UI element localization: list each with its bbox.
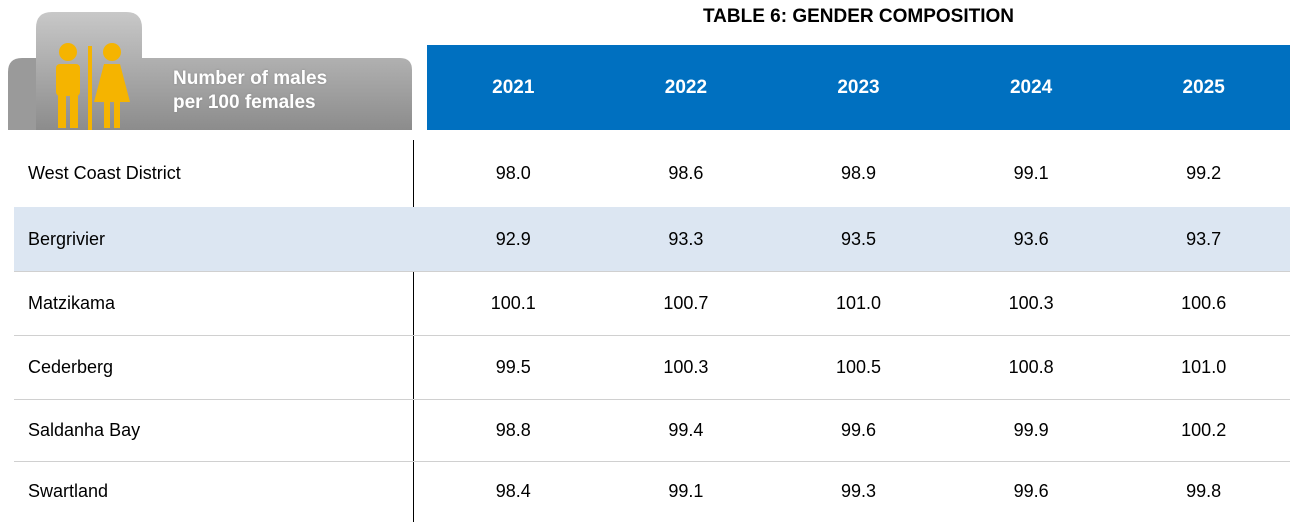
table-cell: 99.3 bbox=[840, 481, 876, 501]
column-header: 2024 bbox=[1009, 77, 1053, 98]
table-cell: 100.8 bbox=[1008, 357, 1054, 377]
column-divider bbox=[413, 140, 414, 522]
column-header: 2025 bbox=[1182, 77, 1225, 98]
table-row: Cederberg 99.5 100.3 100.5 100.8 101.0 bbox=[14, 335, 1290, 400]
table-cell: 100.5 bbox=[835, 357, 881, 377]
table-cell: 99.8 bbox=[1186, 481, 1222, 501]
table-cell: 99.1 bbox=[1013, 163, 1049, 183]
row-label: Saldanha Bay bbox=[28, 420, 141, 440]
table-cell: 99.1 bbox=[668, 481, 704, 501]
table-cell: 99.6 bbox=[840, 420, 876, 440]
table-cell: 100.1 bbox=[490, 293, 536, 313]
table-cell: 101.0 bbox=[1181, 357, 1227, 377]
table-cell: 100.2 bbox=[1181, 420, 1227, 440]
table-cell: 100.7 bbox=[663, 293, 709, 313]
table-cell: 93.3 bbox=[668, 229, 704, 249]
row-label: Matzikama bbox=[28, 293, 116, 313]
table-cell: 99.5 bbox=[495, 357, 531, 377]
table-cell: 99.4 bbox=[668, 420, 704, 440]
table-cell: 93.7 bbox=[1186, 229, 1222, 249]
table-row: Swartland 98.4 99.1 99.3 99.6 99.8 bbox=[14, 461, 1290, 522]
table-cell: 100.6 bbox=[1181, 293, 1227, 313]
column-header: 2023 bbox=[837, 77, 880, 98]
table-cell: 98.4 bbox=[495, 481, 531, 501]
table-title: TABLE 6: GENDER COMPOSITION bbox=[702, 6, 1015, 27]
table-cell: 100.3 bbox=[663, 357, 709, 377]
table-cell: 93.5 bbox=[840, 229, 876, 249]
table-cell: 98.9 bbox=[840, 163, 876, 183]
table-row: Matzikama 100.1 100.7 101.0 100.3 100.6 bbox=[14, 271, 1290, 336]
table-cell: 99.9 bbox=[1013, 420, 1049, 440]
table-cell: 99.6 bbox=[1013, 481, 1049, 501]
table-cell: 100.3 bbox=[1008, 293, 1054, 313]
table-cell: 101.0 bbox=[835, 293, 881, 313]
table-row: Saldanha Bay 98.8 99.4 99.6 99.9 100.2 bbox=[14, 399, 1290, 462]
table-cell: 93.6 bbox=[1013, 229, 1049, 249]
column-header: 2021 bbox=[492, 77, 535, 98]
row-label: West Coast District bbox=[28, 163, 181, 183]
row-label: Swartland bbox=[28, 481, 109, 501]
column-header: 2022 bbox=[664, 77, 708, 98]
table-cell: 98.6 bbox=[668, 163, 704, 183]
table-cell: 98.0 bbox=[495, 163, 531, 183]
table-cell: 98.8 bbox=[495, 420, 531, 440]
corner-label: Number of males bbox=[173, 68, 328, 89]
table-row: Bergrivier 92.9 93.3 93.5 93.6 93.7 bbox=[14, 207, 1290, 272]
corner-label: per 100 females bbox=[173, 92, 316, 113]
table-cell: 92.9 bbox=[495, 229, 531, 249]
row-label: Cederberg bbox=[28, 357, 114, 377]
table-row: West Coast District 98.0 98.6 98.9 99.1 99.2 bbox=[14, 140, 1290, 208]
row-label: Bergrivier bbox=[28, 229, 106, 249]
header-row: 2021 2022 2023 2024 2025 bbox=[427, 45, 1290, 130]
corner-badge: Number of males per 100 females bbox=[8, 10, 413, 130]
badge-graphic bbox=[8, 12, 412, 130]
table-cell: 99.2 bbox=[1186, 163, 1222, 183]
